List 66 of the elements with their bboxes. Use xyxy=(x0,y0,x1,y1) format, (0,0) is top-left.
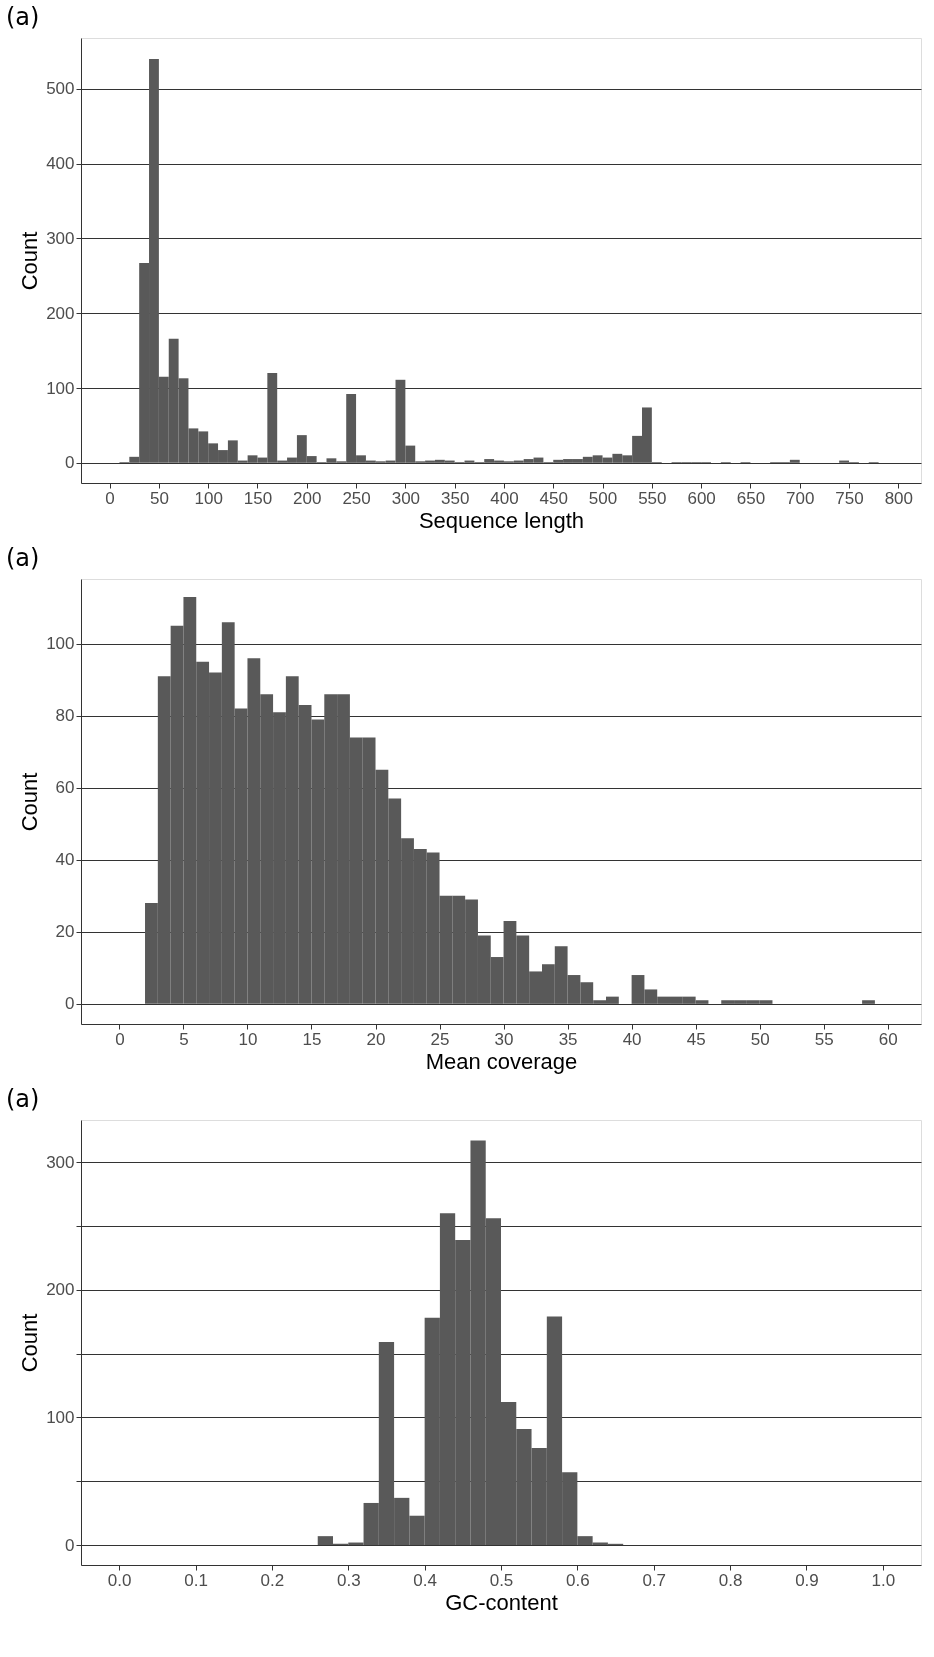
x-tick-label: 600 xyxy=(687,488,716,508)
x-tick-label: 650 xyxy=(736,488,766,508)
x-tick-label: 750 xyxy=(835,488,864,508)
x-tick-label: 550 xyxy=(638,488,667,508)
x-tick-label: 300 xyxy=(391,488,421,508)
x-tick-label: 50 xyxy=(149,488,169,508)
x-tick-label: 200 xyxy=(293,488,322,508)
x-tick-label: 0.2 xyxy=(260,1570,285,1590)
x-tick-label: 55 xyxy=(814,1029,834,1049)
x-tick-label: 0.4 xyxy=(413,1570,437,1590)
x-tick-label: 150 xyxy=(243,488,273,508)
y-tick-label: 80 xyxy=(55,706,75,726)
y-tick-label: 300 xyxy=(46,228,75,248)
x-tick-label: 50 xyxy=(750,1029,770,1049)
y-tick-label: 500 xyxy=(46,79,75,99)
x-tick-label: 500 xyxy=(588,488,618,508)
x-tick-label: 0.7 xyxy=(642,1570,667,1590)
x-tick-label: 20 xyxy=(366,1029,386,1049)
x-tick-label: 100 xyxy=(194,488,223,508)
x-tick-label: 60 xyxy=(878,1029,898,1049)
chart-title: (a) xyxy=(6,544,40,572)
x-tick-label: 5 xyxy=(179,1029,189,1049)
y-axis-title: Count xyxy=(17,1313,43,1373)
y-axis-title: Count xyxy=(17,772,43,832)
y-tick-label: 400 xyxy=(46,154,75,174)
chart-title: (a) xyxy=(6,3,40,31)
x-tick-label: 0.8 xyxy=(718,1570,743,1590)
x-tick-label: 35 xyxy=(558,1029,578,1049)
y-tick-label: 0 xyxy=(65,994,75,1014)
x-tick-label: 0.9 xyxy=(795,1570,819,1590)
x-tick-label: 0.6 xyxy=(566,1570,590,1590)
y-tick-label: 40 xyxy=(55,850,75,870)
y-tick-label: 100 xyxy=(46,378,75,398)
x-tick-label: 350 xyxy=(440,488,470,508)
x-tick-label: 400 xyxy=(490,488,519,508)
y-tick-label: 200 xyxy=(46,1280,75,1300)
x-tick-label: 0.1 xyxy=(184,1570,208,1590)
y-tick-label: 100 xyxy=(46,634,75,654)
x-tick-label: 15 xyxy=(302,1029,322,1049)
x-axis-title: Mean coverage xyxy=(425,1048,578,1074)
x-tick-label: 0.3 xyxy=(336,1570,361,1590)
x-tick-label: 700 xyxy=(786,488,815,508)
x-tick-label: 30 xyxy=(494,1029,514,1049)
y-tick-label: 60 xyxy=(55,778,75,798)
x-tick-label: 0 xyxy=(105,488,115,508)
x-tick-label: 250 xyxy=(342,488,371,508)
y-tick-label: 0 xyxy=(65,453,75,473)
x-tick-label: 45 xyxy=(686,1029,706,1049)
x-tick-label: 40 xyxy=(622,1029,642,1049)
x-tick-label: 450 xyxy=(539,488,568,508)
x-tick-label: 1.0 xyxy=(871,1570,896,1590)
y-tick-label: 100 xyxy=(46,1407,75,1427)
y-axis-title: Count xyxy=(17,231,43,291)
chart-title: (a) xyxy=(6,1085,40,1113)
x-tick-label: 0.5 xyxy=(489,1570,514,1590)
y-tick-label: 200 xyxy=(46,303,75,323)
x-tick-label: 0.0 xyxy=(107,1570,132,1590)
x-axis-title: GC-content xyxy=(445,1589,558,1615)
y-tick-label: 0 xyxy=(65,1535,75,1555)
x-tick-label: 10 xyxy=(238,1029,258,1049)
y-tick-label: 20 xyxy=(55,922,75,942)
x-axis-title: Sequence length xyxy=(418,507,585,533)
x-tick-label: 800 xyxy=(884,488,914,508)
x-tick-label: 0 xyxy=(115,1029,125,1049)
y-tick-label: 300 xyxy=(46,1152,75,1172)
x-tick-label: 25 xyxy=(430,1029,450,1049)
